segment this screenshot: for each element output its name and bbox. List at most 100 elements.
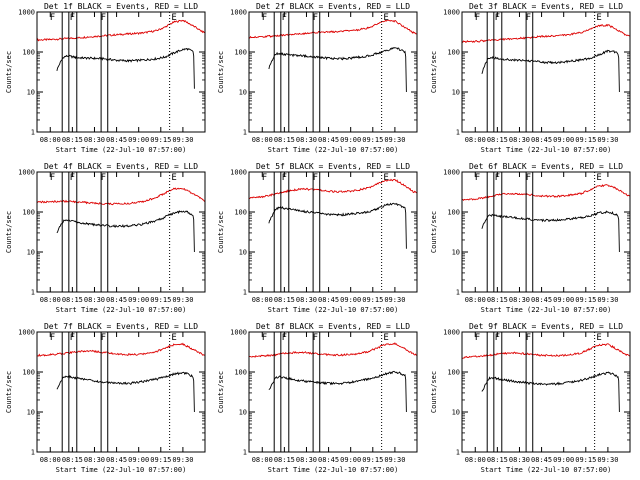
panel-det-4: Det 4f BLACK = Events, RED = LLD Counts/s… (5, 162, 206, 314)
y-tick-label: 10 (239, 249, 247, 257)
y-tick-label: 1000 (443, 329, 460, 337)
flag-label: F (495, 333, 500, 343)
flag-label: E (171, 13, 176, 23)
y-tick-label: 1000 (230, 169, 247, 177)
y-tick-label: 10 (452, 89, 460, 97)
x-tick-label: 08:00 (40, 456, 61, 464)
flag-label: F (262, 333, 267, 343)
flag-label: F (282, 173, 287, 183)
x-tick-label: 08:00 (465, 136, 486, 144)
flag-label: F (526, 13, 531, 23)
panel-title: Det 1f BLACK = Events, RED = LLD (44, 2, 198, 11)
series-lld-red (249, 342, 417, 358)
flag-label: F (262, 13, 267, 23)
flag-label: E (383, 13, 388, 23)
y-tick-label: 1 (31, 449, 35, 457)
y-tick-label: 1 (456, 449, 460, 457)
x-tick-label: 09:00 (340, 136, 361, 144)
x-tick-label: 09:30 (172, 456, 193, 464)
panel-det-8: Det 8f BLACK = Events, RED = LLD Counts/s… (217, 322, 418, 474)
y-tick-label: 1 (456, 129, 460, 137)
flag-label: E (171, 173, 176, 183)
y-tick-label: 10 (452, 249, 460, 257)
flag-label: F (313, 333, 318, 343)
flag-label: F (475, 13, 480, 23)
flag-label: F (313, 13, 318, 23)
x-tick-label: 08:15 (62, 296, 83, 304)
x-tick-label: 08:45 (106, 456, 127, 464)
x-axis-label: Start Time (22-Jul-10 07:57:00) (268, 306, 399, 314)
x-tick-label: 08:00 (465, 296, 486, 304)
panel-title: Det 9f BLACK = Events, RED = LLD (469, 322, 623, 331)
x-tick-label: 08:00 (252, 456, 273, 464)
x-tick-label: 08:45 (531, 456, 552, 464)
series-lld-red (462, 23, 630, 44)
x-tick-label: 09:00 (128, 456, 149, 464)
x-tick-label: 09:00 (128, 296, 149, 304)
x-axis-label: Start Time (22-Jul-10 07:57:00) (481, 146, 612, 154)
series-events-black (481, 371, 620, 413)
series-lld-red (37, 342, 205, 357)
y-axis-label: Counts/sec (217, 211, 225, 253)
y-tick-label: 10 (452, 409, 460, 417)
flag-label: F (101, 333, 106, 343)
x-tick-label: 08:00 (252, 136, 273, 144)
x-axis-label: Start Time (22-Jul-10 07:57:00) (268, 146, 399, 154)
series-events-black (481, 49, 620, 93)
y-tick-label: 100 (234, 369, 247, 377)
x-tick-label: 09:15 (575, 136, 596, 144)
y-tick-label: 100 (234, 49, 247, 57)
x-tick-label: 09:30 (172, 296, 193, 304)
series-events-black (56, 47, 195, 89)
panel-det-2: Det 2f BLACK = Events, RED = LLD Counts/s… (217, 2, 418, 154)
flag-label: F (526, 333, 531, 343)
panel-det-3: Det 3f BLACK = Events, RED = LLD Counts/s… (430, 2, 631, 154)
x-tick-label: 09:15 (362, 296, 383, 304)
flag-label: F (475, 173, 480, 183)
x-tick-label: 08:00 (465, 456, 486, 464)
panel-det-9: Det 9f BLACK = Events, RED = LLD Counts/s… (430, 322, 631, 474)
y-tick-label: 1 (31, 289, 35, 297)
x-tick-label: 08:30 (509, 296, 530, 304)
y-tick-label: 1000 (18, 9, 35, 17)
x-axis-label: Start Time (22-Jul-10 07:57:00) (481, 306, 612, 314)
y-tick-label: 100 (22, 209, 35, 217)
flag-label: F (70, 13, 75, 23)
y-tick-label: 1 (243, 289, 247, 297)
plot-frame (36, 331, 206, 453)
flag-label: F (282, 333, 287, 343)
x-tick-label: 09:15 (150, 456, 171, 464)
x-axis-label: Start Time (22-Jul-10 07:57:00) (56, 146, 187, 154)
x-tick-label: 08:45 (318, 296, 339, 304)
panel-det-6: Det 6f BLACK = Events, RED = LLD Counts/s… (430, 162, 631, 314)
series-lld-red (462, 343, 630, 359)
flag-label: F (70, 173, 75, 183)
x-tick-label: 08:00 (40, 296, 61, 304)
x-tick-label: 08:45 (318, 456, 339, 464)
x-tick-label: 09:15 (575, 296, 596, 304)
y-axis-label: Counts/sec (430, 51, 438, 93)
panel-title: Det 6f BLACK = Events, RED = LLD (469, 162, 623, 171)
y-axis-label: Counts/sec (5, 371, 13, 413)
x-tick-label: 08:45 (531, 296, 552, 304)
x-tick-label: 08:30 (84, 296, 105, 304)
plot-frame (248, 331, 418, 453)
x-tick-label: 09:30 (384, 136, 405, 144)
y-tick-label: 1000 (18, 329, 35, 337)
flag-label: F (262, 173, 267, 183)
y-tick-label: 1 (456, 289, 460, 297)
x-tick-label: 09:15 (150, 136, 171, 144)
y-tick-label: 100 (22, 49, 35, 57)
flag-label: F (526, 173, 531, 183)
panel-title: Det 7f BLACK = Events, RED = LLD (44, 322, 198, 331)
y-tick-label: 100 (447, 369, 460, 377)
y-tick-label: 10 (27, 89, 35, 97)
series-events-black (268, 202, 407, 249)
x-tick-label: 08:45 (106, 136, 127, 144)
x-axis-label: Start Time (22-Jul-10 07:57:00) (268, 466, 399, 474)
x-tick-label: 08:15 (274, 296, 295, 304)
x-tick-label: 08:00 (40, 136, 61, 144)
x-axis-label: Start Time (22-Jul-10 07:57:00) (56, 306, 187, 314)
flag-label: E (383, 173, 388, 183)
